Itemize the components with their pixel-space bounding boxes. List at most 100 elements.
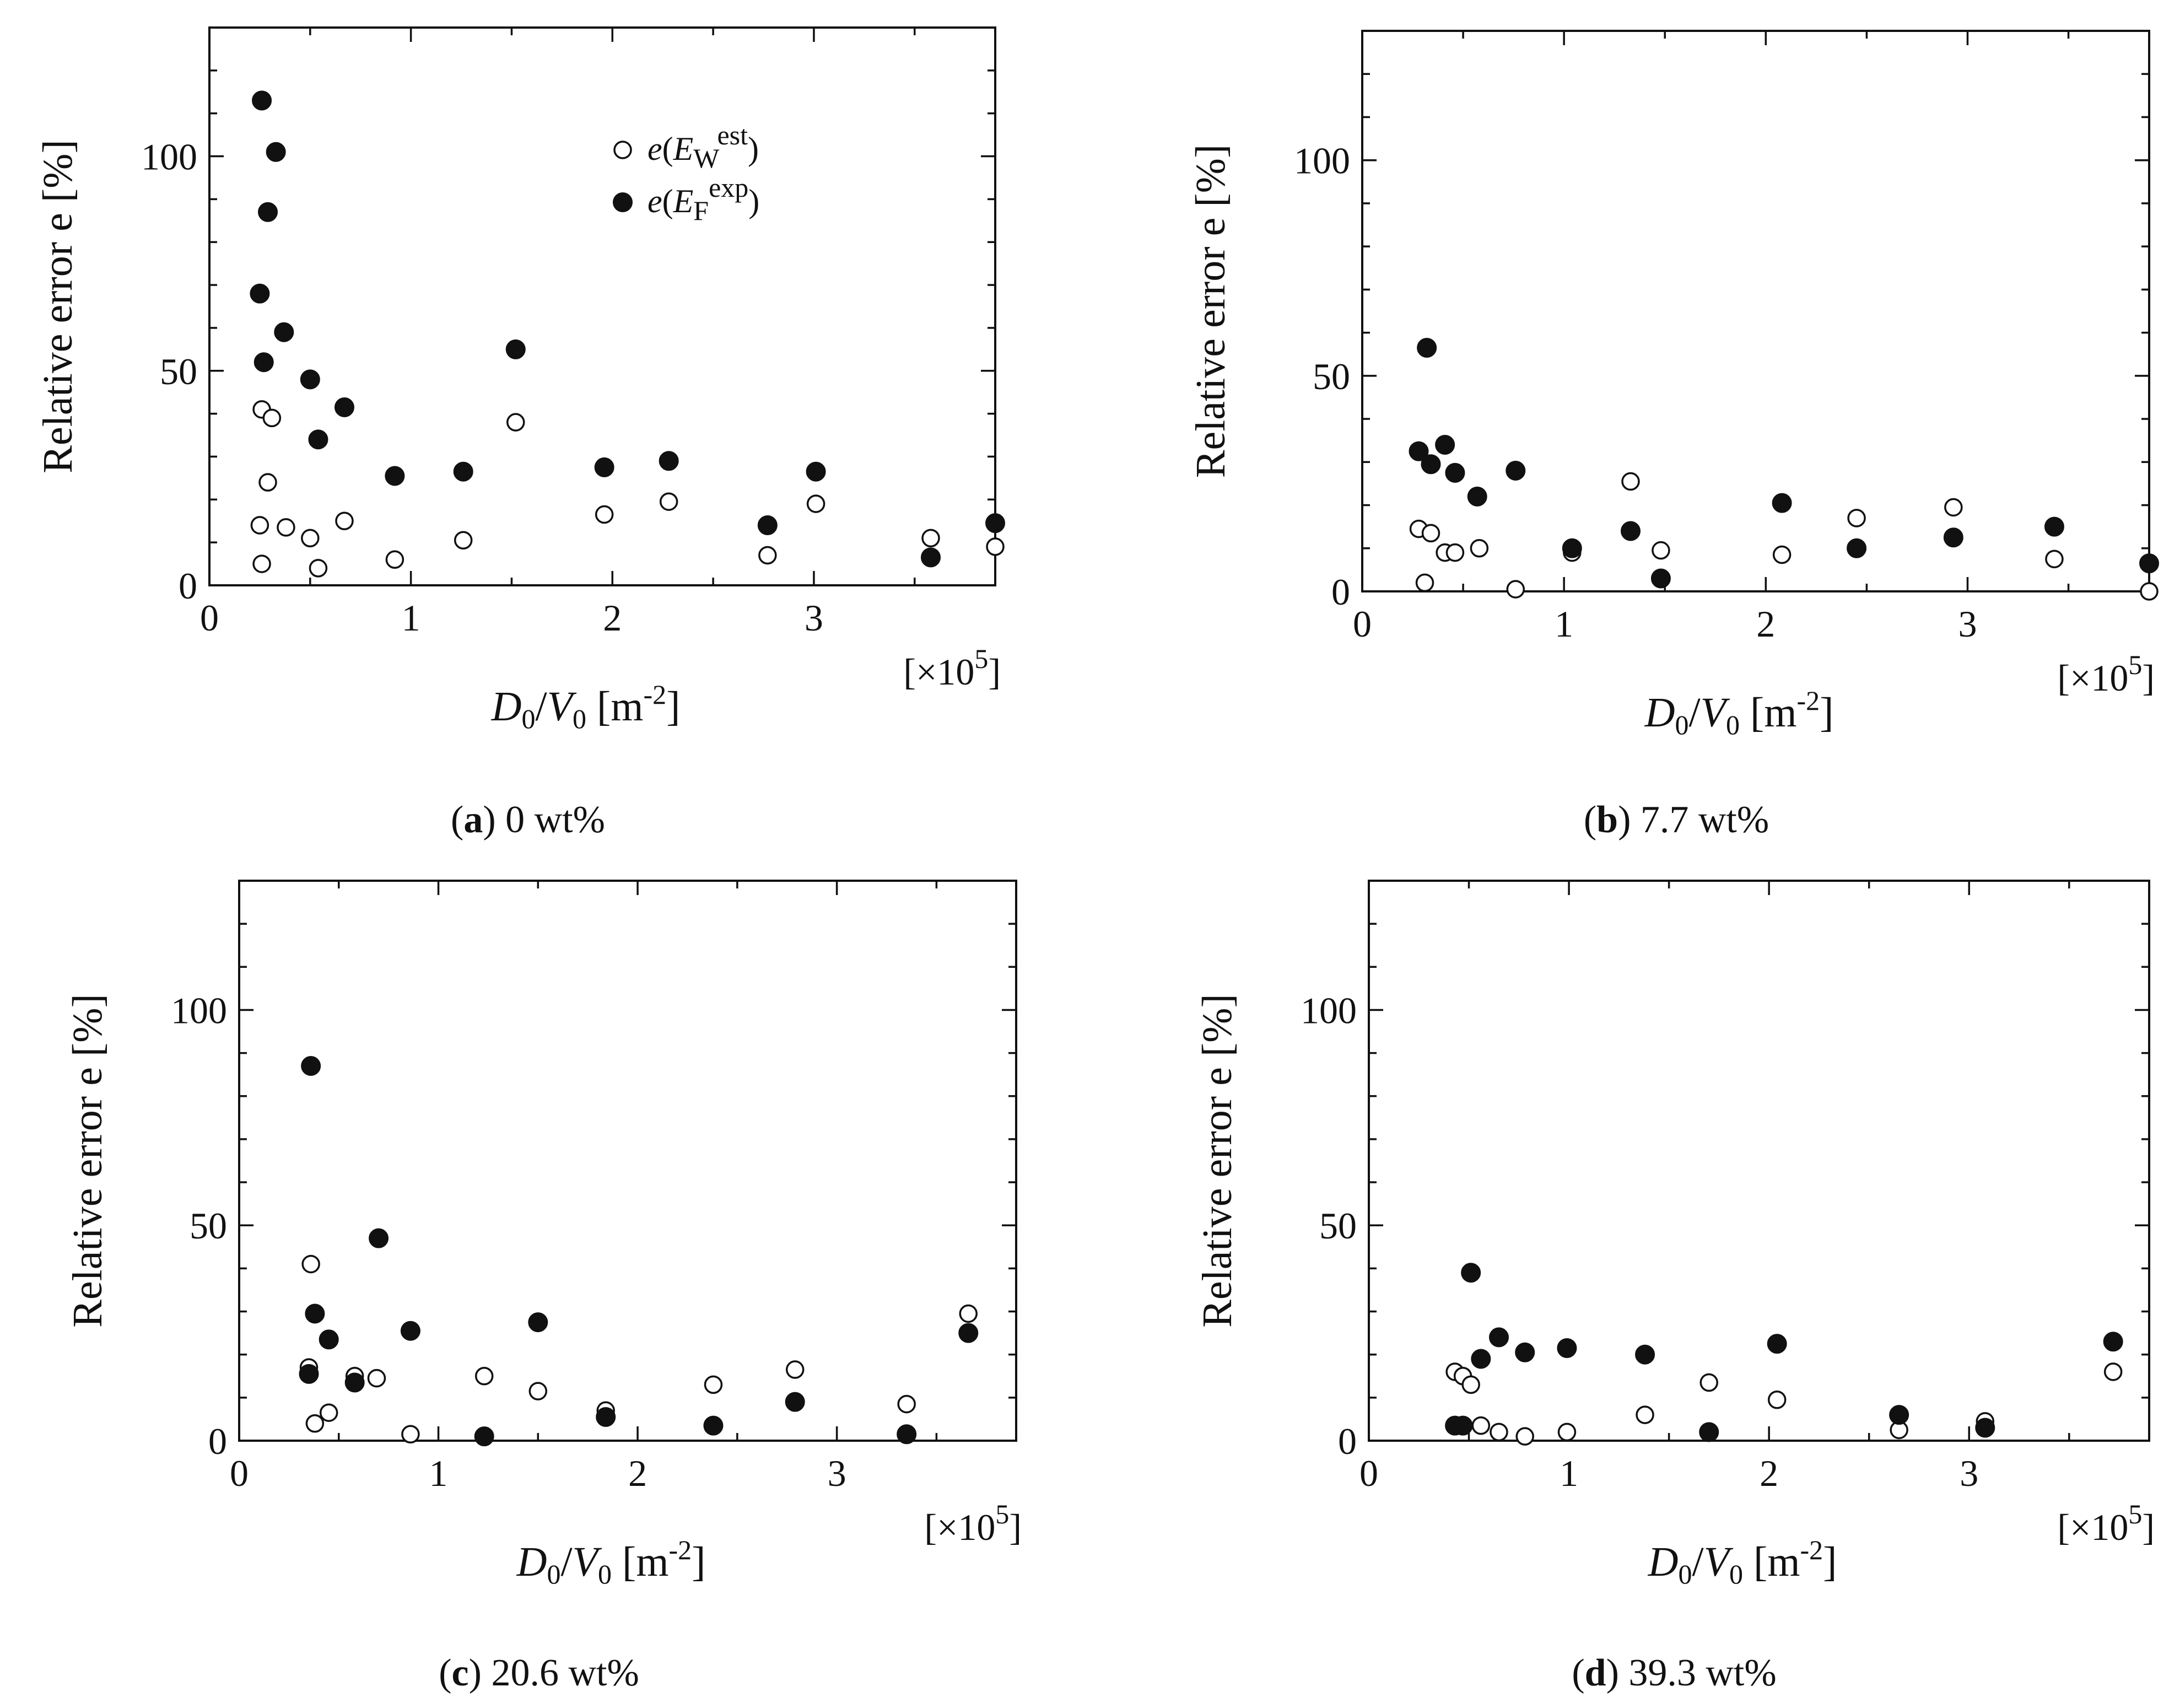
open-circle-point — [806, 494, 825, 513]
filled-circle-point — [1557, 1338, 1577, 1358]
text-part: V — [1701, 689, 1730, 736]
open-circle-point — [319, 1403, 338, 1422]
text-part: 0 — [547, 1559, 560, 1590]
series-e-EW-est — [1409, 472, 2159, 601]
series-e-EF-exp — [1409, 337, 2159, 589]
y-tick-label: 100 — [1301, 989, 1357, 1031]
open-circle-point — [1515, 1427, 1534, 1446]
filled-circle-point — [1506, 460, 1526, 481]
text-part: F — [693, 195, 709, 226]
x-tick-label: 3 — [1958, 603, 1977, 645]
filled-circle-point — [985, 513, 1005, 534]
text-part: 5 — [2128, 1499, 2142, 1529]
panel-caption: (c) 20.6 wt% — [439, 1652, 639, 1694]
filled-circle-point — [1445, 462, 1465, 483]
text-part: 0 — [1729, 1559, 1743, 1590]
x-tick-label: 0 — [200, 597, 219, 639]
open-circle-point — [367, 1368, 386, 1388]
x-multiplier: [×105] — [2057, 1499, 2155, 1548]
caption-paren: ( — [1572, 1652, 1584, 1694]
open-circle-point — [250, 516, 269, 535]
text-part: [m — [586, 683, 643, 730]
text-part: / — [535, 683, 547, 730]
open-circle-point — [1652, 541, 1670, 560]
series-e-EW-est — [250, 400, 1005, 578]
filled-circle-point — [1515, 1342, 1535, 1362]
x-multiplier: [×105] — [924, 1499, 1022, 1548]
open-circle-point — [252, 554, 271, 573]
open-circle-point — [385, 550, 404, 569]
filled-circle-point — [250, 283, 270, 304]
filled-circle-point — [1889, 1405, 1909, 1425]
text-part: e — [648, 183, 662, 219]
text-part: W — [693, 143, 720, 174]
caption-text: 0 wt% — [496, 799, 605, 841]
text-part: exp — [709, 172, 748, 203]
x-tick-label: 2 — [1760, 1452, 1778, 1494]
filled-circle-point — [1421, 454, 1441, 475]
open-circle-point — [1470, 539, 1489, 558]
panel-caption: (d) 39.3 wt% — [1572, 1652, 1776, 1694]
series-e-EW-est — [1445, 1362, 2123, 1446]
series-e-EW-est — [299, 1254, 978, 1444]
open-circle-point — [2140, 582, 2159, 601]
caption-paren: ( — [451, 799, 463, 841]
text-part: 5 — [995, 1499, 1009, 1529]
open-circle-point — [2045, 549, 2064, 569]
filled-circle-point — [1453, 1415, 1473, 1436]
text-part: [×10 — [924, 1506, 995, 1548]
series-e-EF-exp — [299, 1056, 979, 1447]
series-e-EF-exp — [250, 90, 1005, 568]
text-part: [m — [612, 1539, 668, 1585]
y-axis-title: Relative error e [%] — [1194, 994, 1240, 1328]
y-tick-label: 50 — [160, 351, 197, 392]
open-circle-point — [1490, 1423, 1508, 1442]
text-part: ] — [692, 1539, 705, 1585]
filled-circle-point — [253, 352, 274, 373]
x-tick-label: 1 — [402, 597, 420, 639]
y-axis-title: Relative error e [%] — [64, 994, 111, 1328]
filled-circle-point — [1489, 1327, 1509, 1348]
filled-circle-point — [2103, 1332, 2123, 1352]
filled-circle-point — [958, 1323, 979, 1343]
text-part: 5 — [974, 643, 988, 674]
caption-paren: ) — [483, 799, 495, 841]
filled-circle-point — [453, 461, 473, 482]
text-part: ] — [1823, 1539, 1837, 1585]
text-part: E — [673, 131, 694, 167]
filled-circle-point — [274, 322, 294, 342]
open-circle-point — [2103, 1362, 2123, 1381]
text-part: -2 — [668, 1534, 692, 1565]
open-circle-point — [301, 1254, 320, 1274]
filled-circle-point — [474, 1426, 494, 1447]
panel-caption: (a) 0 wt% — [451, 799, 605, 841]
open-circle-point — [401, 1425, 420, 1444]
y-tick-label: 100 — [1294, 140, 1350, 182]
open-circle-point — [301, 529, 320, 548]
text-part: ] — [666, 683, 680, 730]
y-tick-label: 100 — [171, 989, 227, 1031]
text-part: -2 — [1796, 685, 1820, 716]
filled-circle-point — [319, 1329, 339, 1350]
y-tick-label: 0 — [1338, 1420, 1357, 1462]
caption-paren: ) — [469, 1652, 482, 1694]
text-part: -2 — [643, 679, 666, 710]
caption-paren: ( — [439, 1652, 451, 1694]
x-tick-label: 2 — [628, 1452, 647, 1494]
filled-circle-point — [344, 1372, 365, 1393]
filled-circle-point — [400, 1321, 420, 1341]
caption-text: 7.7 wt% — [1631, 799, 1769, 841]
open-circle-point — [1471, 1416, 1491, 1435]
x-tick-label: 1 — [1560, 1452, 1578, 1494]
x-tick-label: 0 — [1359, 1452, 1378, 1494]
legend: e(EWest)e(EFexp) — [613, 120, 759, 226]
text-part: V — [573, 1539, 602, 1585]
text-part: e — [648, 131, 662, 167]
plot-frame — [208, 26, 996, 586]
y-tick-label: 0 — [1331, 571, 1350, 613]
text-part: 0 — [521, 703, 535, 734]
open-circle-point — [309, 559, 328, 578]
filled-circle-point — [920, 547, 941, 568]
